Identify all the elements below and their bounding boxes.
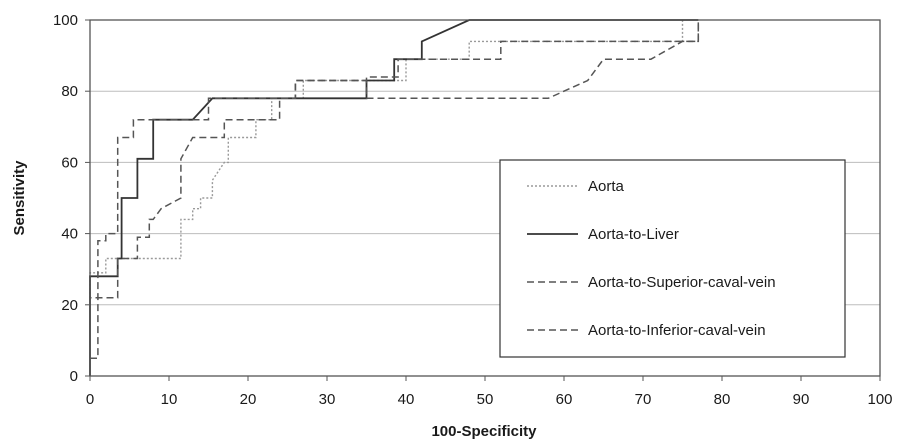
- y-tick-labels: 0 20 40 60 80 100: [53, 12, 90, 385]
- x-tick-label: 90: [793, 391, 810, 408]
- series-line-aorta: [89, 20, 684, 298]
- legend-label: Aorta-to-Superior-caval-vein: [588, 274, 776, 291]
- x-tick-label: 10: [161, 391, 178, 408]
- y-tick-label: 20: [61, 297, 78, 314]
- legend-label: Aorta-to-Liver: [588, 226, 679, 243]
- series-line-aorta-to-inferior-caval-vein: [90, 20, 700, 359]
- x-tick-label: 50: [477, 391, 494, 408]
- x-tick-label: 80: [714, 391, 731, 408]
- x-tick-labels: 0 10 20 30 40 50 60 70 80 90 100: [86, 376, 893, 408]
- legend-label: Aorta: [588, 178, 625, 195]
- y-tick-label: 100: [53, 12, 78, 29]
- legend-label: Aorta-to-Inferior-caval-vein: [588, 322, 766, 339]
- y-axis-title: Sensitivity: [11, 160, 28, 236]
- x-tick-label: 0: [86, 391, 94, 408]
- legend: Aorta Aorta-to-Liver Aorta-to-Superior-cav…: [499, 159, 846, 358]
- legend-box: [499, 159, 846, 358]
- y-tick-label: 0: [70, 368, 78, 385]
- y-tick-label: 60: [61, 154, 78, 171]
- x-tick-label: 70: [635, 391, 652, 408]
- x-tick-label: 30: [319, 391, 336, 408]
- x-tick-label: 40: [398, 391, 415, 408]
- x-tick-label: 20: [240, 391, 257, 408]
- x-tick-label: 60: [556, 391, 573, 408]
- series-lines: [89, 19, 700, 376]
- x-tick-label: 100: [867, 391, 892, 408]
- y-tick-label: 40: [61, 226, 78, 243]
- x-axis-title: 100-Specificity: [431, 423, 537, 440]
- series-line-aorta-to-superior-caval-vein: [89, 20, 700, 359]
- y-tick-label: 80: [61, 83, 78, 100]
